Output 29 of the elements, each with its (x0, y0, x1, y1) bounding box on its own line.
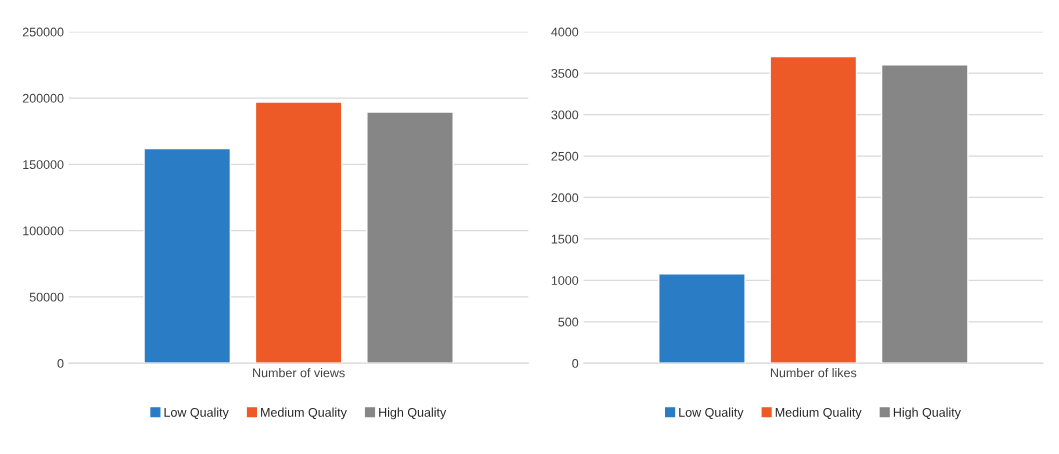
y-tick-label: 250000 (22, 27, 64, 37)
y-tick-label: 50000 (29, 292, 64, 302)
y-tick-label: 2000 (551, 193, 579, 203)
legend-label: Low Quality (164, 407, 229, 420)
y-tick-label: 4000 (551, 27, 579, 37)
legend-label: Medium Quality (261, 407, 347, 420)
bar (366, 111, 454, 364)
y-tick-label: 0 (572, 359, 579, 368)
bar (143, 147, 232, 364)
y-tick-label: 2500 (551, 151, 579, 161)
y-tick-label: 3500 (551, 69, 579, 78)
y-tick-label: 200000 (22, 93, 64, 103)
y-tick-label: 0 (57, 359, 64, 368)
bar (880, 64, 969, 364)
y-tick-label: 500 (558, 317, 579, 327)
legend-label: Medium Quality (775, 407, 862, 420)
legend-label: High Quality (893, 407, 961, 420)
bar (769, 55, 858, 364)
legend-label: High Quality (379, 407, 447, 420)
x-tick-label: Number of views (253, 368, 345, 378)
y-tick-label: 150000 (23, 160, 64, 169)
bar (254, 101, 343, 364)
y-tick-label: 1000 (551, 276, 579, 285)
y-tick-label: 1500 (551, 234, 579, 244)
y-tick-label: 3000 (551, 110, 579, 120)
bar (658, 273, 746, 364)
legend-label: Low Quality (679, 407, 744, 420)
x-tick-label: Number of likes (770, 368, 857, 378)
y-tick-label: 100000 (23, 226, 64, 236)
